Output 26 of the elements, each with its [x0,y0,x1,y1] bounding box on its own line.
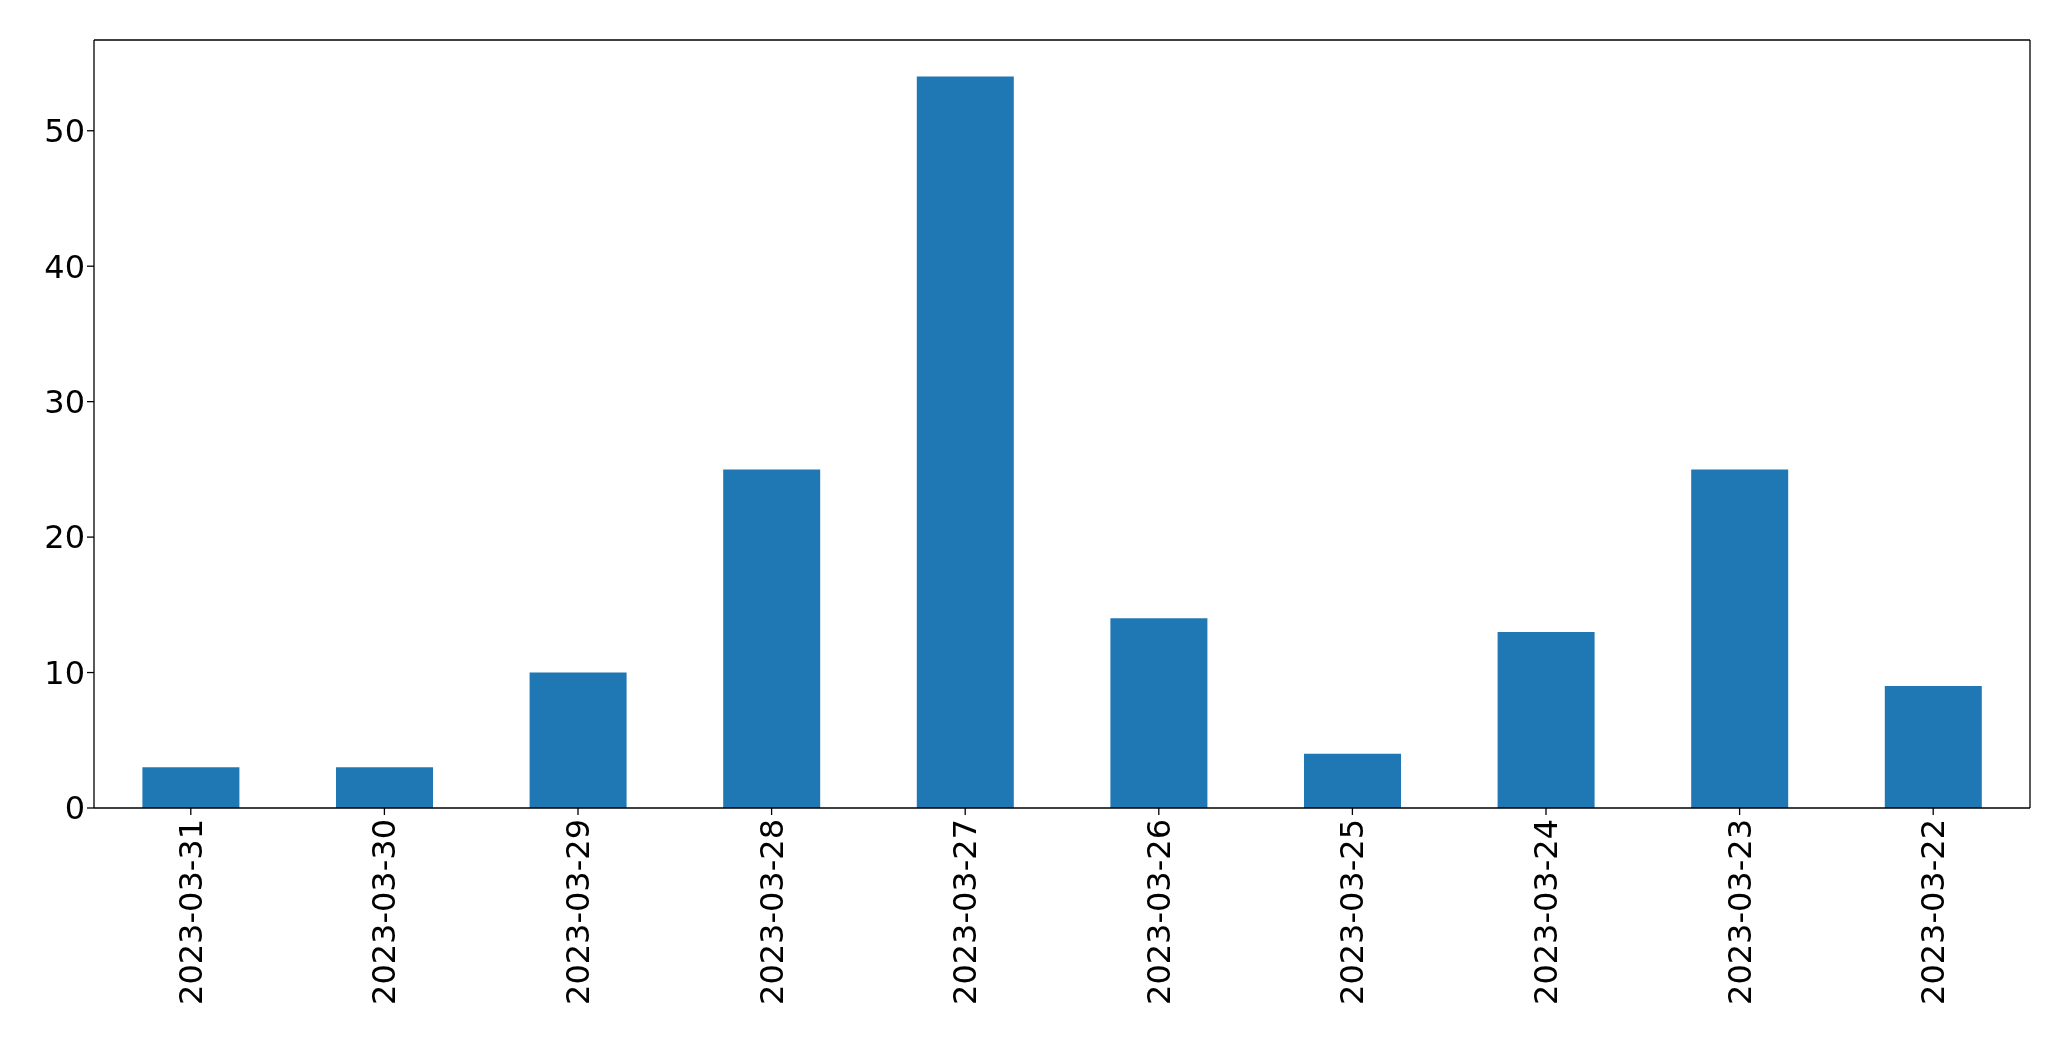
x-tick-label: 2023-03-30 [365,819,404,1005]
bar [1304,753,1401,808]
bar [1884,686,1982,808]
x-tick-label: 2023-03-28 [752,819,791,1005]
y-tick-label: 10 [44,653,85,692]
bar [142,767,240,808]
bar [1497,631,1595,808]
bar [1110,618,1208,808]
x-tick-label: 2023-03-26 [1139,819,1178,1005]
bar [916,76,1014,808]
x-tick-label: 2023-03-27 [946,819,985,1005]
bar [1691,469,1789,808]
y-tick-label: 20 [44,518,85,557]
bar [336,767,433,808]
y-tick-label: 50 [44,112,85,151]
y-tick-label: 30 [44,383,85,422]
x-tick-label: 2023-03-22 [1914,819,1953,1005]
x-tick-label: 2023-03-25 [1333,819,1372,1005]
bar [529,672,627,808]
bar [723,469,821,808]
y-tick-label: 40 [44,247,85,286]
x-tick-label: 2023-03-29 [559,819,597,1005]
x-tick-label: 2023-03-31 [171,819,210,1005]
x-tick-label: 2023-03-24 [1527,819,1565,1005]
x-tick-label: 2023-03-23 [1720,819,1759,1005]
y-tick-label: 0 [64,789,85,828]
